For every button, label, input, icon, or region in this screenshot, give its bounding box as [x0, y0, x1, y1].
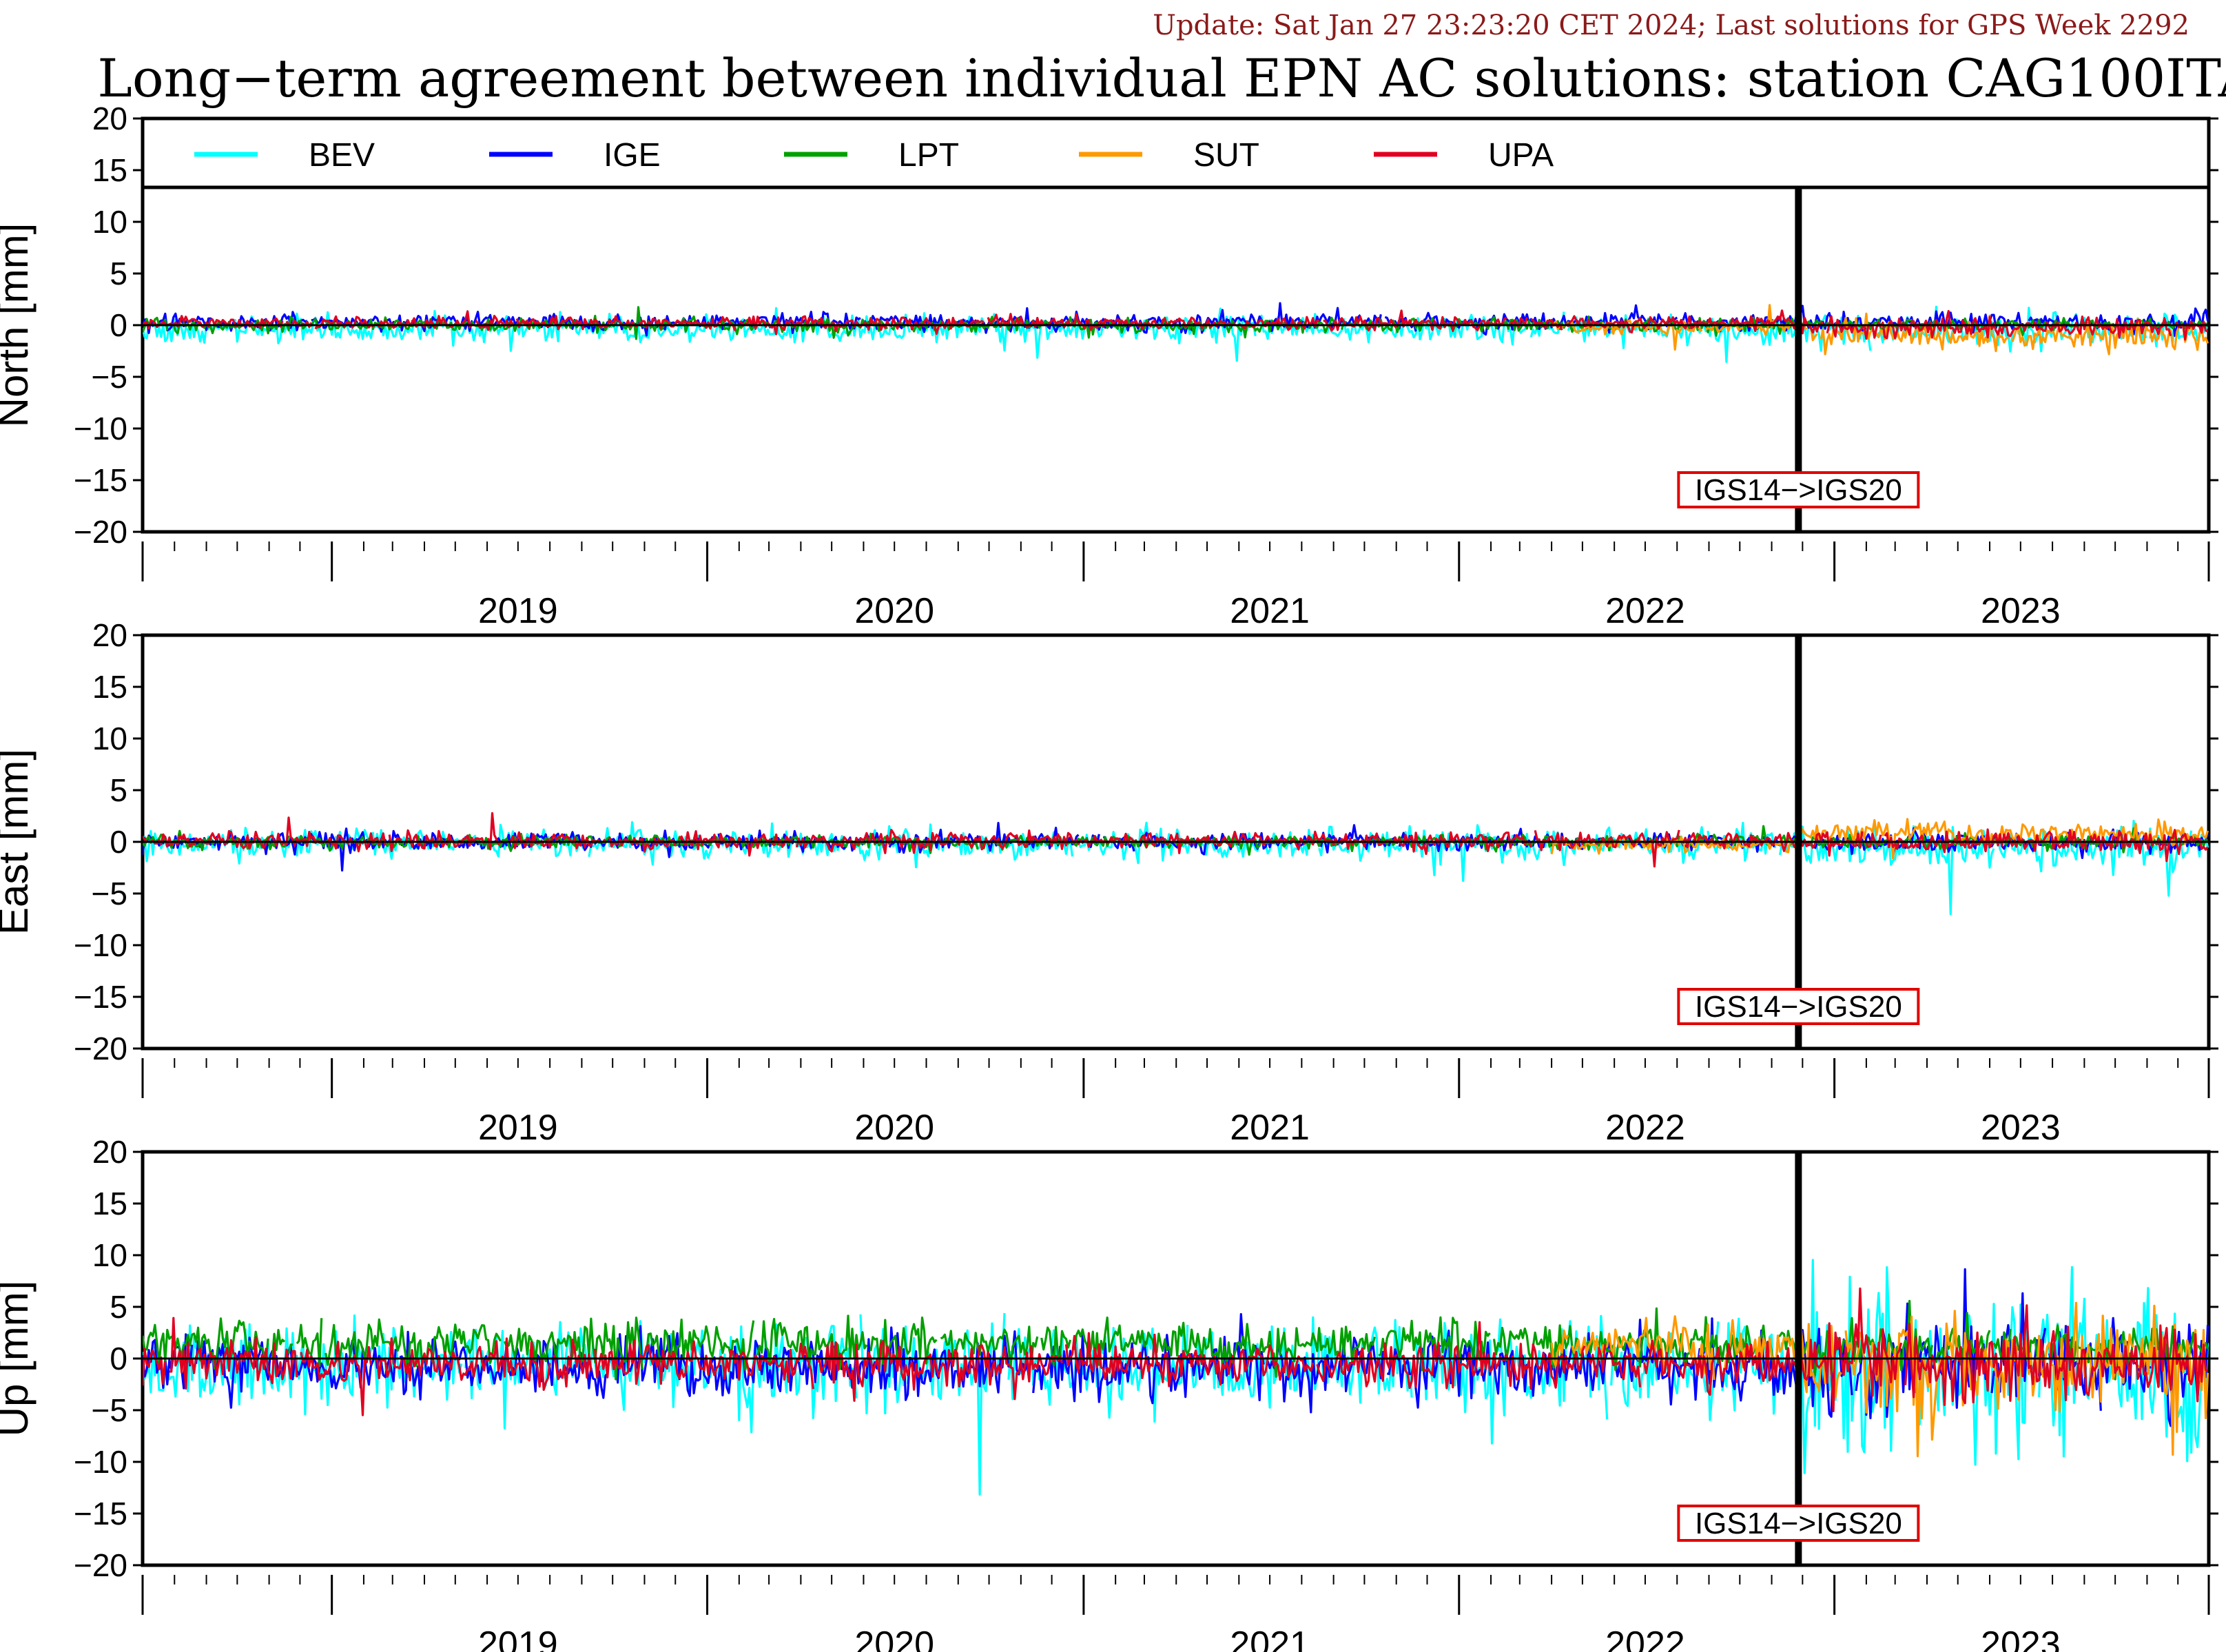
frame-change-label: IGS14−>IGS20 [1695, 473, 1902, 507]
x-year-label: 2023 [1981, 1108, 2061, 1148]
series-line-upa [143, 1287, 2209, 1416]
chart-title: Long−term agreement between individual E… [97, 48, 2226, 109]
y-tick-label: −10 [74, 1444, 127, 1480]
x-year-label: 2021 [1230, 1108, 1310, 1148]
legend-box [141, 116, 2211, 189]
legend-label-sut: SUT [1193, 137, 1259, 174]
legend-label-bev: BEV [309, 137, 375, 174]
y-tick-label: 5 [110, 256, 127, 291]
y-tick-label: −15 [74, 462, 127, 498]
legend: BEV IGE LPT SUT UPA [141, 116, 2211, 189]
y-tick-label: 15 [92, 1186, 127, 1221]
series-group [143, 1259, 2209, 1496]
y-tick-label: 15 [92, 152, 127, 188]
frame-change-box [1677, 988, 1920, 1025]
legend-label-lpt: LPT [898, 137, 959, 174]
y-tick-label: −15 [74, 979, 127, 1015]
frame-change-label: IGS14−>IGS20 [1695, 1507, 1902, 1540]
legend-label-upa: UPA [1488, 137, 1554, 174]
x-year-label: 2019 [478, 1624, 558, 1652]
y-axis-label: Up [mm] [0, 1281, 37, 1437]
update-timestamp: Update: Sat Jan 27 23:23:20 CET 2024; La… [1153, 10, 2189, 41]
frame-change-label: IGS14−>IGS20 [1695, 990, 1902, 1024]
legend-label-ige: IGE [604, 137, 661, 174]
x-year-label: 2019 [478, 591, 558, 631]
y-tick-label: 10 [92, 1237, 127, 1273]
x-year-label: 2020 [854, 1108, 934, 1148]
y-tick-label: −10 [74, 411, 127, 446]
y-tick-label: −10 [74, 927, 127, 963]
y-tick-label: −15 [74, 1496, 127, 1531]
x-year-label: 2020 [854, 1624, 934, 1652]
y-tick-label: 5 [110, 1289, 127, 1325]
y-tick-label: 10 [92, 204, 127, 240]
y-tick-label: 20 [92, 617, 127, 653]
y-axis-label: North [mm] [0, 223, 37, 428]
x-year-label: 2021 [1230, 591, 1310, 631]
x-year-label: 2021 [1230, 1624, 1310, 1652]
x-year-label: 2022 [1605, 1624, 1685, 1652]
y-tick-label: −5 [92, 1392, 127, 1428]
y-tick-label: 0 [110, 824, 127, 860]
x-year-label: 2022 [1605, 1108, 1685, 1148]
panels: IGS14−>IGS20 20 15 10 5 0 −5 −10 −15 −20 North [mm… [0, 101, 2218, 1652]
y-axis-label: East [mm] [0, 749, 37, 935]
x-year-label: 2020 [854, 591, 934, 631]
x-year-label: 2019 [478, 1108, 558, 1148]
panel-east: IGS14−>IGS20 20 15 10 5 0 −5 −10 −15 −20 East [mm]… [0, 617, 2218, 1148]
panel-up: IGS14−>IGS20 20 15 10 5 0 −5 −10 −15 −20 Up [mm] 20… [0, 1134, 2218, 1652]
y-tick-label: 0 [110, 1341, 127, 1376]
x-year-label: 2023 [1981, 591, 2061, 631]
frame-change-box [1677, 471, 1920, 508]
y-tick-label: 15 [92, 669, 127, 705]
x-year-label: 2022 [1605, 591, 1685, 631]
panel-north: IGS14−>IGS20 20 15 10 5 0 −5 −10 −15 −20 North [mm… [0, 101, 2218, 631]
x-year-label: 2023 [1981, 1624, 2061, 1652]
y-tick-label: −20 [74, 1547, 127, 1583]
y-tick-label: 20 [92, 1134, 127, 1170]
y-tick-label: 10 [92, 721, 127, 756]
y-tick-label: 0 [110, 307, 127, 343]
y-tick-label: −20 [74, 514, 127, 550]
y-tick-label: −5 [92, 876, 127, 911]
y-tick-label: 20 [92, 101, 127, 136]
y-tick-label: −20 [74, 1031, 127, 1066]
frame-change-box [1677, 1505, 1920, 1542]
y-tick-label: −5 [92, 359, 127, 395]
y-tick-label: 5 [110, 772, 127, 808]
